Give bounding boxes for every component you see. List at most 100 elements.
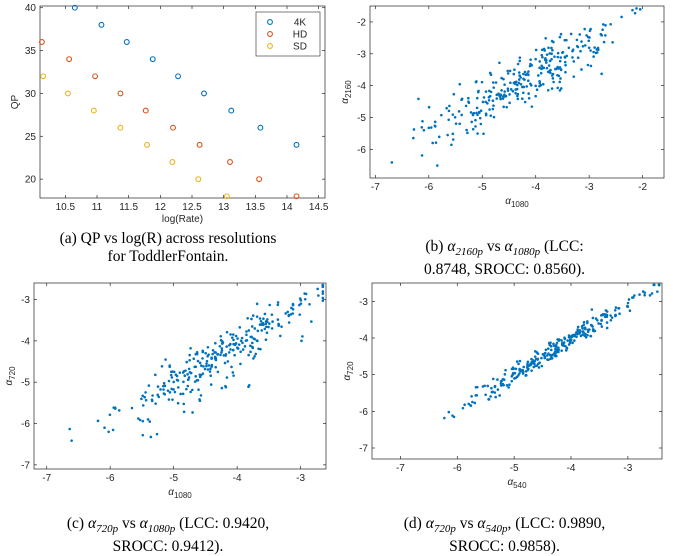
data-point — [508, 383, 511, 386]
legend-marker — [267, 31, 273, 37]
data-point — [500, 89, 503, 92]
data-point — [490, 386, 493, 390]
y-tick-label: -4 — [357, 81, 366, 92]
data-point — [586, 320, 589, 323]
data-point — [167, 398, 171, 401]
data-point — [501, 97, 505, 100]
data-point — [185, 360, 189, 364]
data-point — [556, 55, 560, 59]
data-point — [287, 321, 291, 324]
y-tick-label: -2 — [357, 17, 366, 28]
data-point — [546, 358, 549, 361]
data-point — [511, 89, 515, 93]
data-point — [321, 299, 325, 302]
data-point — [198, 398, 201, 401]
data-point — [276, 318, 280, 321]
data-point — [239, 339, 243, 343]
data-point — [182, 380, 185, 384]
data-point — [630, 296, 634, 299]
data-point — [412, 136, 415, 140]
data-point — [191, 388, 194, 392]
x-tick-label: 14.5 — [309, 202, 329, 213]
data-point — [231, 371, 235, 374]
caption-d-prefix: (d) — [403, 515, 426, 532]
caption-b: (b) α2160p vs α1080p (LCC: 0.8748, SROCC… — [336, 238, 673, 279]
x-tick-label: 11.5 — [119, 202, 138, 213]
data-point — [509, 88, 513, 91]
data-point — [167, 379, 171, 383]
data-point — [518, 56, 522, 59]
caption-d-line2: SROCC: 0.9858). — [449, 538, 560, 556]
data-point — [206, 346, 210, 349]
data-point — [576, 56, 580, 60]
data-point — [505, 384, 509, 387]
data-point — [249, 344, 252, 348]
data-point — [251, 314, 255, 317]
data-point — [589, 49, 592, 52]
data-point — [582, 320, 586, 324]
data-point — [552, 40, 555, 44]
data-point — [510, 375, 514, 378]
data-point — [519, 82, 523, 86]
data-point — [553, 55, 556, 58]
data-point — [529, 58, 532, 61]
data-point — [450, 143, 453, 147]
data-point — [219, 334, 223, 338]
data-point — [584, 332, 587, 336]
data-point — [549, 71, 552, 75]
data-point — [208, 370, 212, 373]
data-point — [427, 105, 431, 109]
caption-d: (d) α720p vs α540p, (LCC: 0.9890, SROCC:… — [336, 515, 673, 556]
data-point — [552, 80, 555, 84]
data-point — [517, 81, 521, 85]
data-point — [489, 73, 493, 76]
data-point — [589, 64, 593, 68]
data-point — [514, 91, 517, 95]
data-point — [527, 367, 530, 371]
data-point — [540, 67, 543, 71]
data-point — [176, 386, 180, 389]
data-point — [535, 351, 539, 354]
data-point — [446, 133, 449, 137]
data-point — [560, 339, 563, 342]
data-point — [502, 383, 505, 387]
data-point — [452, 415, 456, 419]
data-point — [534, 357, 538, 361]
data-point — [590, 308, 594, 311]
x-axis-label-sub: 1080 — [511, 200, 529, 209]
data-point — [193, 365, 197, 369]
data-point — [475, 96, 479, 100]
data-point-SD — [64, 90, 71, 97]
data-point — [491, 390, 494, 394]
y-tick-label: -3 — [21, 295, 30, 306]
data-point — [554, 354, 557, 358]
x-axis-label: α1080 — [168, 487, 192, 500]
data-point — [638, 293, 641, 296]
data-point — [214, 356, 218, 360]
x-tick-label: 10.5 — [56, 202, 76, 213]
data-point — [533, 355, 537, 358]
data-point — [498, 61, 501, 65]
data-point — [148, 420, 152, 423]
caption-b-alpha-b: α — [504, 238, 513, 255]
data-point — [518, 59, 522, 63]
caption-c-prefix: (c) — [66, 515, 88, 532]
data-point — [303, 297, 307, 301]
y-tick-label: -3 — [357, 49, 366, 60]
data-point — [239, 350, 242, 353]
data-point — [253, 327, 257, 330]
data-point — [298, 313, 302, 316]
data-point — [321, 290, 325, 293]
data-point-SD — [144, 141, 150, 148]
data-point — [541, 82, 545, 86]
data-point — [599, 322, 603, 326]
data-point — [240, 336, 244, 340]
data-point — [589, 334, 592, 338]
data-point — [219, 338, 223, 342]
caption-c-line2: SROCC: 0.9412). — [112, 538, 224, 556]
data-point — [547, 46, 550, 50]
data-point — [528, 363, 532, 367]
data-point — [498, 94, 501, 97]
data-point — [529, 84, 533, 87]
data-point — [568, 338, 572, 341]
